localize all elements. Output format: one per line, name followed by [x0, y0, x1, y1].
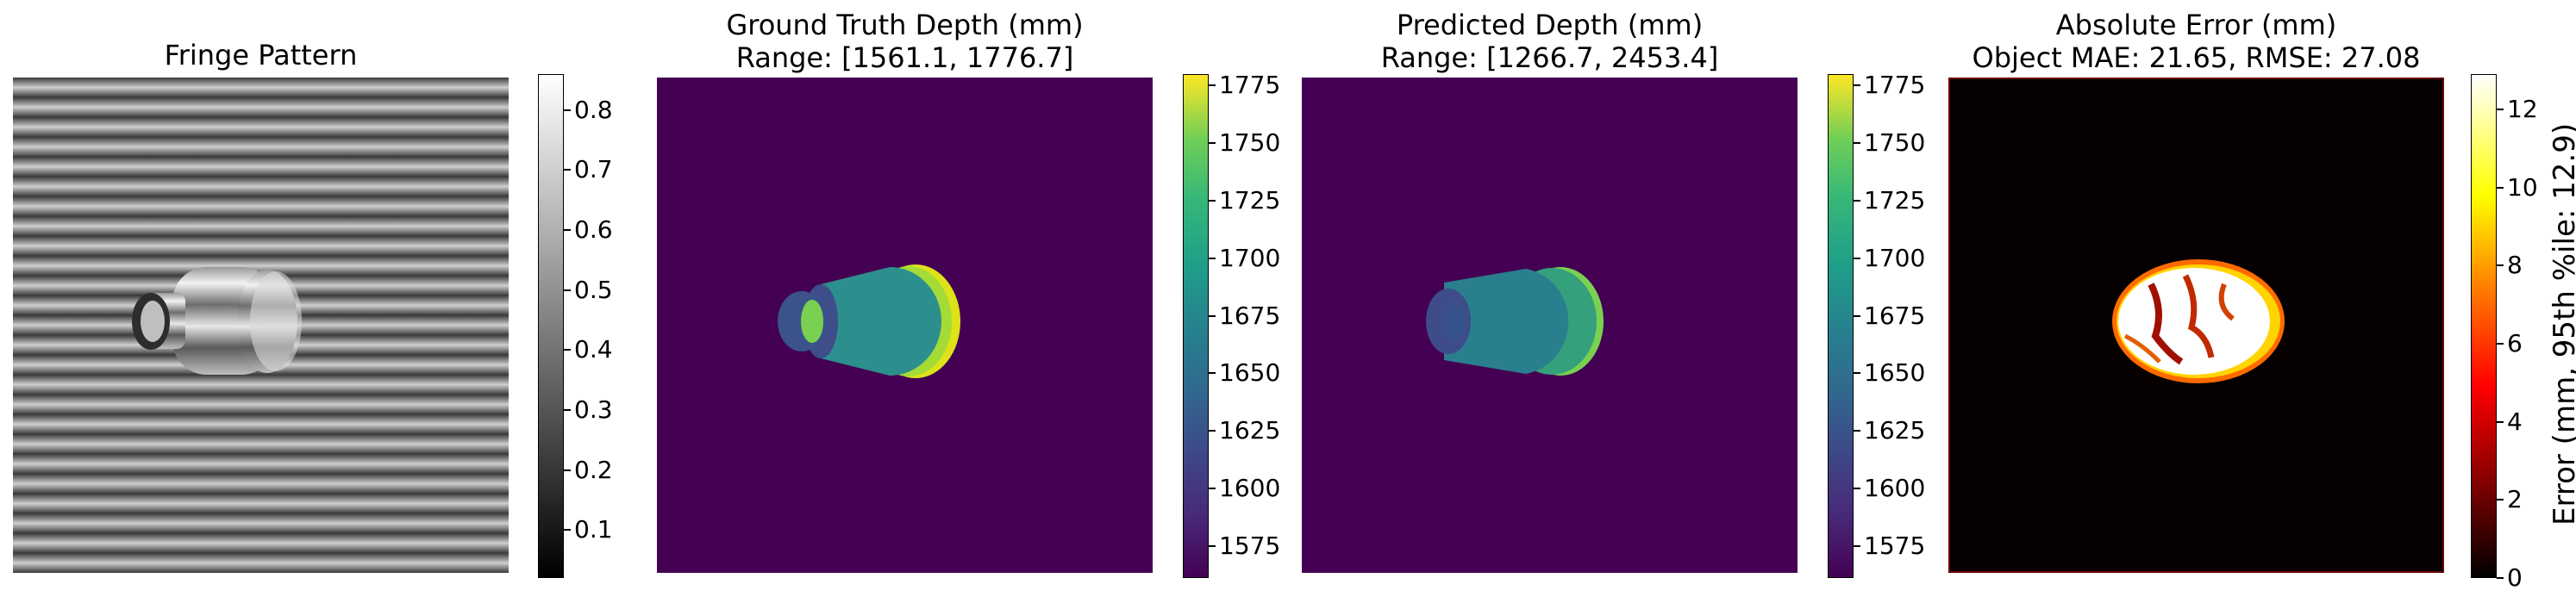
ground-truth-object: [778, 264, 960, 378]
colorbar-tick-label: 1675: [1864, 301, 1926, 330]
panel-title-predicted: Predicted Depth (mm) Range: [1266.7, 245…: [1380, 9, 1719, 74]
colorbar-tick-label: 1575: [1864, 531, 1926, 560]
colorbar-tick-label: 6: [2507, 328, 2523, 357]
colorbar-tickmark: [1209, 488, 1216, 490]
colorbar-tickmark: [564, 529, 571, 532]
colorbar-tickmark: [1854, 142, 1860, 145]
colorbar-tickmark: [1209, 142, 1216, 145]
colorbar-tickmark: [1209, 257, 1216, 259]
colorbar-tickmark: [1854, 544, 1860, 547]
colorbar-tick-label: 2: [2507, 485, 2523, 514]
colorbar-tick-label: 1650: [1219, 358, 1281, 388]
colorbar-tick-label: 0.4: [574, 335, 613, 364]
colorbar-tick-label: 1625: [1219, 416, 1281, 445]
colorbar-tick-label: 4: [2507, 407, 2523, 436]
colorbar-tick-label: 1725: [1219, 185, 1281, 214]
colorbar-tickmark: [2497, 108, 2504, 110]
colorbar-viridis-pred: [1828, 74, 1854, 578]
colorbar-tick-label: 1600: [1864, 474, 1926, 503]
colorbar-tickmark: [1209, 84, 1216, 87]
colorbar-tick-label: 8: [2507, 251, 2523, 280]
colorbar-tickmark: [564, 289, 571, 291]
colorbar-tickmark: [564, 109, 571, 111]
colorbar-tick-label: 12: [2507, 94, 2538, 123]
colorbar-tick-label: 0.7: [574, 155, 613, 184]
colorbar-tick-label: 0.6: [574, 215, 613, 245]
panel-title-ground-truth: Ground Truth Depth (mm) Range: [1561.1, …: [726, 9, 1084, 74]
colorbar-tickmark: [1854, 84, 1860, 87]
colorbar-tick-label: 0.2: [574, 455, 613, 484]
colorbar-tickmark: [1854, 257, 1860, 259]
colorbar-label-error: Error (mm, 95th %ile: 12.9): [2548, 122, 2576, 525]
colorbar-tickmark: [2497, 186, 2504, 189]
predicted-object: [1426, 267, 1604, 376]
colorbar-hot: [2471, 74, 2497, 578]
colorbar-tickmark: [564, 469, 571, 471]
colorbar-tickmark: [1209, 430, 1216, 432]
colorbar-tick-label: 1750: [1864, 128, 1926, 158]
colorbar-tickmark: [1209, 544, 1216, 547]
colorbar-tick-label: 1750: [1219, 128, 1281, 158]
colorbar-tick-label: 0.8: [574, 95, 613, 124]
colorbar-tickmark: [2497, 264, 2504, 267]
absolute-error-image: [1948, 78, 2444, 573]
ground-truth-depth-image: [657, 78, 1153, 573]
colorbar-tick-label: 10: [2507, 172, 2538, 202]
colorbar-tick-label: 1575: [1219, 531, 1281, 560]
colorbar-tickmark: [2497, 577, 2504, 579]
colorbar-tick-label: 0.3: [574, 395, 613, 424]
colorbar-tickmark: [2497, 499, 2504, 501]
colorbar-tick-label: 0: [2507, 563, 2523, 592]
colorbar-tick-label: 1700: [1864, 243, 1926, 272]
panel-title-error: Absolute Error (mm) Object MAE: 21.65, R…: [1972, 9, 2421, 74]
colorbar-tickmark: [1209, 199, 1216, 202]
colorbar-tickmark: [1209, 372, 1216, 375]
colorbar-tick-label: 1675: [1219, 301, 1281, 330]
colorbar-tickmark: [1854, 199, 1860, 202]
colorbar-tick-label: 1600: [1219, 474, 1281, 503]
colorbar-tick-label: 1775: [1219, 71, 1281, 100]
fringe-pattern-image: [13, 78, 509, 573]
colorbar-tickmark: [1854, 314, 1860, 317]
colorbar-tick-label: 1775: [1864, 71, 1926, 100]
colorbar-tickmark: [2497, 420, 2504, 423]
colorbar-tickmark: [1854, 488, 1860, 490]
colorbar-tick-label: 1650: [1864, 358, 1926, 388]
colorbar-tick-label: 1725: [1864, 185, 1926, 214]
colorbar-tickmark: [1854, 372, 1860, 375]
predicted-depth-image: [1302, 78, 1798, 573]
colorbar-tickmark: [564, 349, 571, 351]
fringe-object: [132, 267, 302, 375]
colorbar-tick-label: 0.5: [574, 275, 613, 304]
colorbar-tick-label: 1700: [1219, 243, 1281, 272]
colorbar-tick-label: 0.1: [574, 515, 613, 544]
colorbar-tickmark: [2497, 342, 2504, 345]
colorbar-tick-label: 1625: [1864, 416, 1926, 445]
colorbar-tickmark: [564, 409, 571, 411]
colorbar-tickmark: [1209, 314, 1216, 317]
colorbar-tickmark: [1854, 430, 1860, 432]
colorbar-gray: [538, 74, 564, 578]
panel-title-fringe: Fringe Pattern: [164, 39, 358, 71]
error-object: [2112, 259, 2285, 383]
colorbar-tickmark: [564, 229, 571, 232]
colorbar-tickmark: [564, 169, 571, 171]
colorbar-viridis-gt: [1183, 74, 1209, 578]
